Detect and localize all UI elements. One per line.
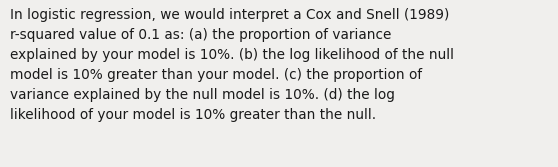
Text: In logistic regression, we would interpret a Cox and Snell (1989)
r-squared valu: In logistic regression, we would interpr… (10, 8, 454, 122)
